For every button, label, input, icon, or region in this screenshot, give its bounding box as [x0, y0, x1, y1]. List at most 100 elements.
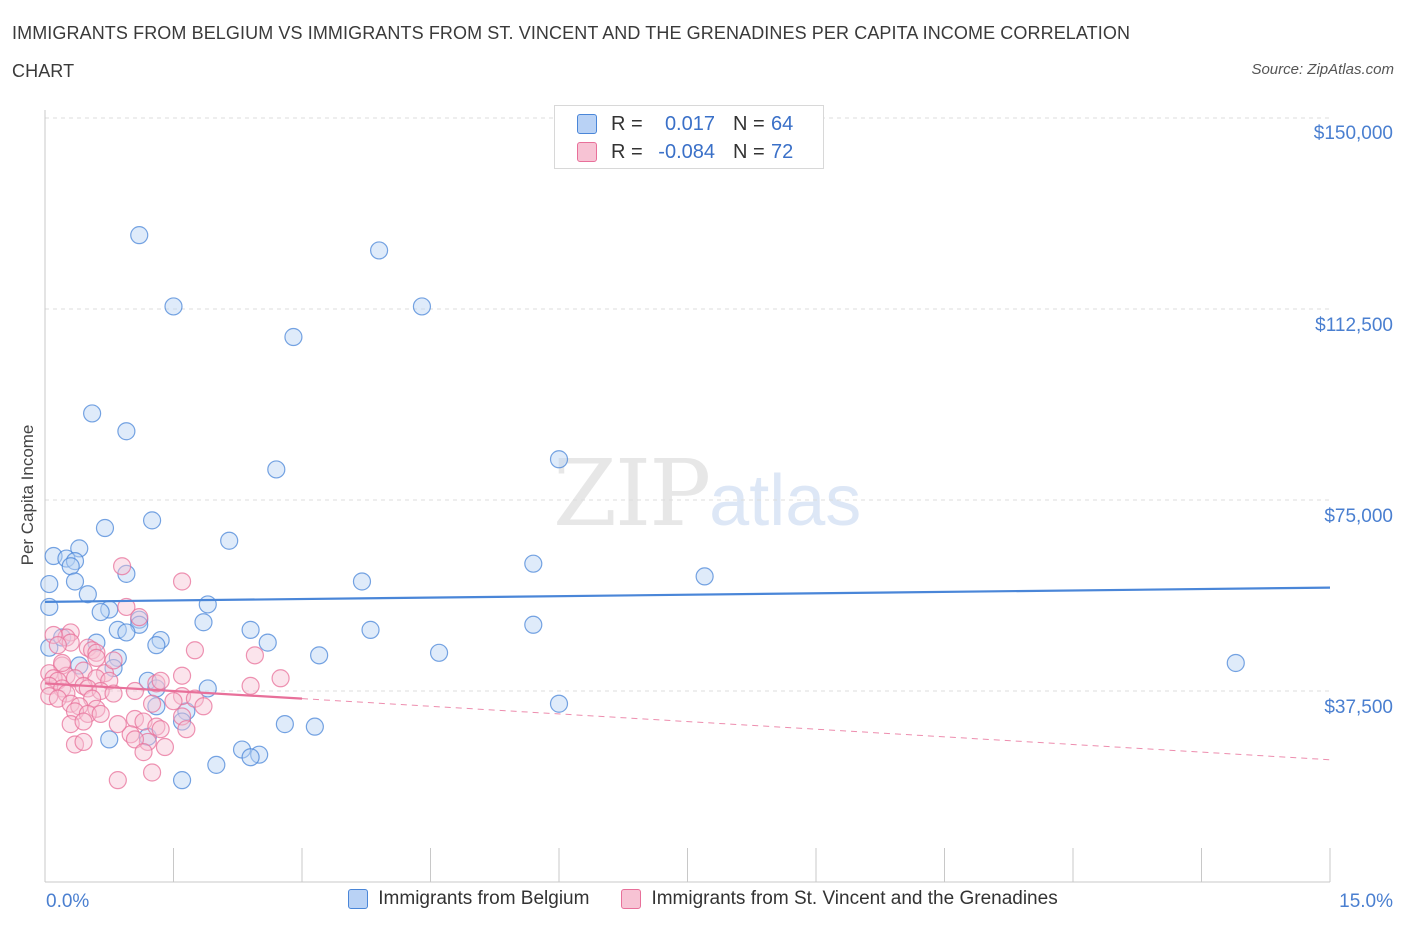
- watermark: ZIPatlas: [553, 440, 861, 547]
- point-stvincent: [155, 737, 175, 757]
- legend-label-stvincent: Immigrants from St. Vincent and the Gren…: [651, 888, 1058, 909]
- point-stvincent: [172, 666, 192, 685]
- point-stvincent: [142, 694, 162, 713]
- legend-label-belgium: Immigrants from Belgium: [378, 888, 590, 909]
- point-stvincent: [48, 636, 67, 655]
- point-belgium: [198, 595, 217, 614]
- legend-item-stvincent[interactable]: Immigrants from St. Vincent and the Gren…: [621, 888, 1058, 910]
- legend-n-value: 64: [771, 112, 794, 135]
- point-stvincent: [108, 771, 127, 790]
- point-belgium: [117, 623, 136, 642]
- point-belgium: [117, 422, 136, 441]
- legend-r-label: R =: [611, 112, 643, 135]
- point-belgium: [275, 715, 294, 734]
- legend-swatch-belgium: [577, 114, 597, 134]
- point-belgium: [61, 557, 80, 576]
- point-stvincent: [104, 651, 123, 670]
- point-belgium: [549, 694, 569, 713]
- x-tick-label-max: 15.0%: [1339, 891, 1393, 912]
- point-stvincent: [164, 692, 183, 711]
- y-tick-label-37500: $37,500: [1324, 697, 1393, 718]
- point-stvincent: [74, 732, 93, 752]
- trend-line-stvincent-extension: [301, 698, 1331, 761]
- point-belgium: [207, 755, 226, 774]
- point-belgium: [370, 241, 389, 260]
- trend-line-stvincent: [44, 682, 303, 700]
- chart-title: IMMIGRANTS FROM BELGIUM VS IMMIGRANTS FR…: [12, 23, 1131, 81]
- legend-item-belgium[interactable]: Immigrants from Belgium: [348, 888, 589, 910]
- y-tick-label-150000: $150,000: [1313, 123, 1393, 144]
- point-belgium: [194, 613, 213, 632]
- point-belgium: [147, 636, 166, 655]
- point-stvincent: [151, 720, 170, 739]
- legend-r-value: -0.084: [658, 140, 715, 163]
- x-tick-label-min: 0.0%: [46, 891, 90, 912]
- series-legend: Immigrants from Belgium Immigrants from …: [0, 888, 1406, 910]
- legend-r-value: 0.017: [664, 112, 715, 135]
- point-belgium: [65, 572, 85, 591]
- point-belgium: [142, 511, 162, 530]
- watermark-atlas: atlas: [709, 461, 862, 541]
- stats-legend-row-stvincent: R = -0.084 N = 72: [577, 139, 793, 165]
- point-stvincent: [194, 697, 213, 716]
- watermark-zip: ZIP: [553, 440, 711, 547]
- point-stvincent: [87, 643, 106, 662]
- stats-legend: R = 0.017 N = 64 R = -0.084 N = 72: [554, 105, 824, 169]
- point-stvincent: [117, 597, 136, 617]
- point-stvincent: [177, 720, 196, 739]
- point-belgium: [172, 771, 192, 790]
- trend-line-belgium: [44, 586, 1331, 603]
- point-stvincent: [44, 625, 63, 645]
- point-stvincent: [245, 646, 264, 665]
- point-stvincent: [108, 715, 127, 734]
- source-label: Source: ZipAtlas.com: [1251, 61, 1394, 78]
- point-belgium: [164, 297, 183, 316]
- point-belgium: [524, 554, 543, 573]
- legend-n-label: N =: [733, 140, 765, 163]
- point-belgium: [220, 531, 239, 550]
- legend-r-label: R =: [611, 140, 643, 163]
- point-belgium: [284, 327, 303, 347]
- point-belgium: [429, 643, 449, 662]
- point-belgium: [258, 633, 277, 652]
- point-stvincent: [104, 684, 123, 703]
- point-stvincent: [142, 763, 162, 782]
- point-belgium: [95, 518, 115, 538]
- point-stvincent: [74, 712, 93, 731]
- point-belgium: [412, 297, 432, 316]
- point-belgium: [361, 620, 380, 639]
- point-stvincent: [87, 648, 106, 667]
- point-belgium: [78, 585, 97, 604]
- point-stvincent: [185, 641, 205, 660]
- y-tick-label-75000: $75,000: [1324, 506, 1393, 527]
- point-stvincent: [53, 653, 72, 673]
- y-tick-label-112500: $112,500: [1315, 315, 1393, 336]
- legend-swatch-belgium: [348, 889, 369, 909]
- point-belgium: [524, 615, 543, 634]
- legend-swatch-stvincent: [621, 889, 642, 909]
- point-belgium: [40, 574, 59, 594]
- point-stvincent: [134, 743, 153, 762]
- point-stvincent: [271, 669, 290, 688]
- point-belgium: [549, 450, 569, 469]
- point-stvincent: [130, 608, 149, 627]
- point-stvincent: [125, 730, 145, 749]
- point-stvincent: [172, 572, 192, 591]
- point-belgium: [1226, 653, 1245, 673]
- point-belgium: [695, 567, 714, 586]
- legend-n-label: N =: [733, 112, 765, 135]
- point-belgium: [352, 572, 372, 591]
- point-stvincent: [151, 671, 170, 690]
- legend-n-value: 72: [771, 140, 794, 163]
- point-belgium: [241, 748, 260, 767]
- point-belgium: [130, 226, 149, 245]
- point-belgium: [267, 460, 286, 479]
- point-belgium: [305, 717, 324, 736]
- point-stvincent: [91, 704, 110, 724]
- point-belgium: [83, 404, 102, 423]
- point-belgium: [91, 602, 110, 622]
- point-belgium: [100, 730, 119, 749]
- point-stvincent: [125, 681, 145, 701]
- point-belgium: [310, 646, 329, 665]
- legend-swatch-stvincent: [577, 142, 597, 162]
